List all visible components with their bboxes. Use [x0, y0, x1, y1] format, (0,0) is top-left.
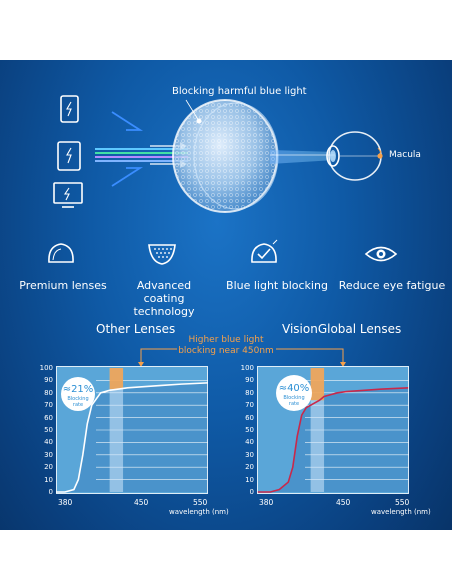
lens-graphic: [172, 99, 279, 213]
callout-label: Higher blue light blocking near 450nm: [178, 335, 274, 356]
eye-icon: [364, 242, 398, 266]
yticks-right-tick-20: 20: [245, 463, 254, 472]
hero-illustration: [53, 95, 383, 213]
blue-light-block-icon: [249, 238, 279, 268]
left-xtick-380: 380: [58, 498, 73, 507]
right-xtick-380: 380: [259, 498, 274, 507]
macula-label: Macula: [389, 150, 421, 160]
right-xlabel: wavelength (nm): [371, 508, 431, 516]
feature-premium-lenses: Premium lenses: [19, 279, 107, 292]
left-highlight-band: [109, 368, 124, 492]
right-chart-title: VisionGlobal Lenses: [282, 322, 402, 336]
left-xtick-550: 550: [193, 498, 208, 507]
yticks-left-tick-70: 70: [44, 401, 53, 410]
callout-connectors: [138, 348, 346, 367]
yticks-left-tick-20: 20: [44, 463, 53, 472]
coating-icon: [146, 240, 178, 268]
tablet-icon: [57, 141, 81, 171]
left-transmission-curve: [56, 382, 208, 493]
blocking-harmful-label: Blocking harmful blue light: [172, 86, 307, 97]
yticks-right-tick-50: 50: [245, 426, 254, 434]
feature-reduce-eye-fatigue: Reduce eye fatigue: [338, 279, 446, 292]
left-chart-title: Other Lenses: [96, 322, 176, 336]
left-rate-caption: Blocking rate: [67, 396, 89, 408]
feature-advanced-coating: Advanced coating technology: [133, 279, 195, 318]
yticks-left-tick-0: 0: [48, 488, 53, 496]
yticks-left-tick-40: 40: [44, 438, 53, 447]
right-xtick-450: 450: [336, 498, 351, 507]
yticks-left-tick-10: 10: [44, 475, 53, 484]
yticks-right-tick-0: 0: [249, 488, 254, 496]
yticks-left-tick-30: 30: [44, 450, 53, 459]
right-rate-badge: ≈40% Blocking rate: [276, 375, 312, 411]
yticks-right-tick-10: 10: [245, 475, 254, 484]
left-xtick-450: 450: [134, 498, 149, 507]
yticks-right-tick-30: 30: [245, 450, 254, 459]
right-rate-caption: Blocking rate: [283, 395, 305, 407]
left-rate-value: ≈21%: [62, 384, 94, 395]
yticks-right-tick-80: 80: [245, 388, 254, 397]
left-curve-area: [56, 382, 208, 492]
yticks-left-tick-100: 100: [39, 364, 53, 372]
left-blocked-segment: [109, 368, 124, 390]
lens-icon: [46, 240, 76, 268]
right-xtick-550: 550: [395, 498, 410, 507]
feature-blue-light-blocking: Blue light blocking: [226, 279, 328, 292]
right-blocked-segment: [310, 368, 325, 401]
yticks-right-tick-90: 90: [245, 376, 254, 385]
bottom-white-band: [0, 530, 452, 584]
right-plot-frame: [257, 366, 409, 494]
yticks-right-tick-100: 100: [240, 364, 254, 372]
right-rate-value: ≈40%: [278, 383, 310, 394]
right-curve-area: [257, 387, 409, 492]
monitor-icon: [53, 182, 83, 208]
left-rate-badge: ≈21% Blocking rate: [61, 377, 95, 411]
yticks-left-tick-50: 50: [44, 426, 53, 434]
eye-graphic: [326, 131, 383, 181]
top-white-band: [0, 0, 452, 60]
left-blocking-chart: [56, 366, 208, 494]
yticks-right-tick-60: 60: [245, 413, 254, 422]
phone-icon: [60, 95, 79, 123]
right-transmission-curve: [257, 387, 409, 493]
yticks-right-tick-40: 40: [245, 438, 254, 447]
yticks-left-tick-60: 60: [44, 413, 53, 422]
yticks-left-tick-80: 80: [44, 388, 53, 397]
yticks-right-tick-70: 70: [245, 401, 254, 410]
left-xlabel: wavelength (nm): [169, 508, 229, 516]
left-plot-frame: [56, 366, 208, 494]
yticks-left-tick-90: 90: [44, 376, 53, 385]
